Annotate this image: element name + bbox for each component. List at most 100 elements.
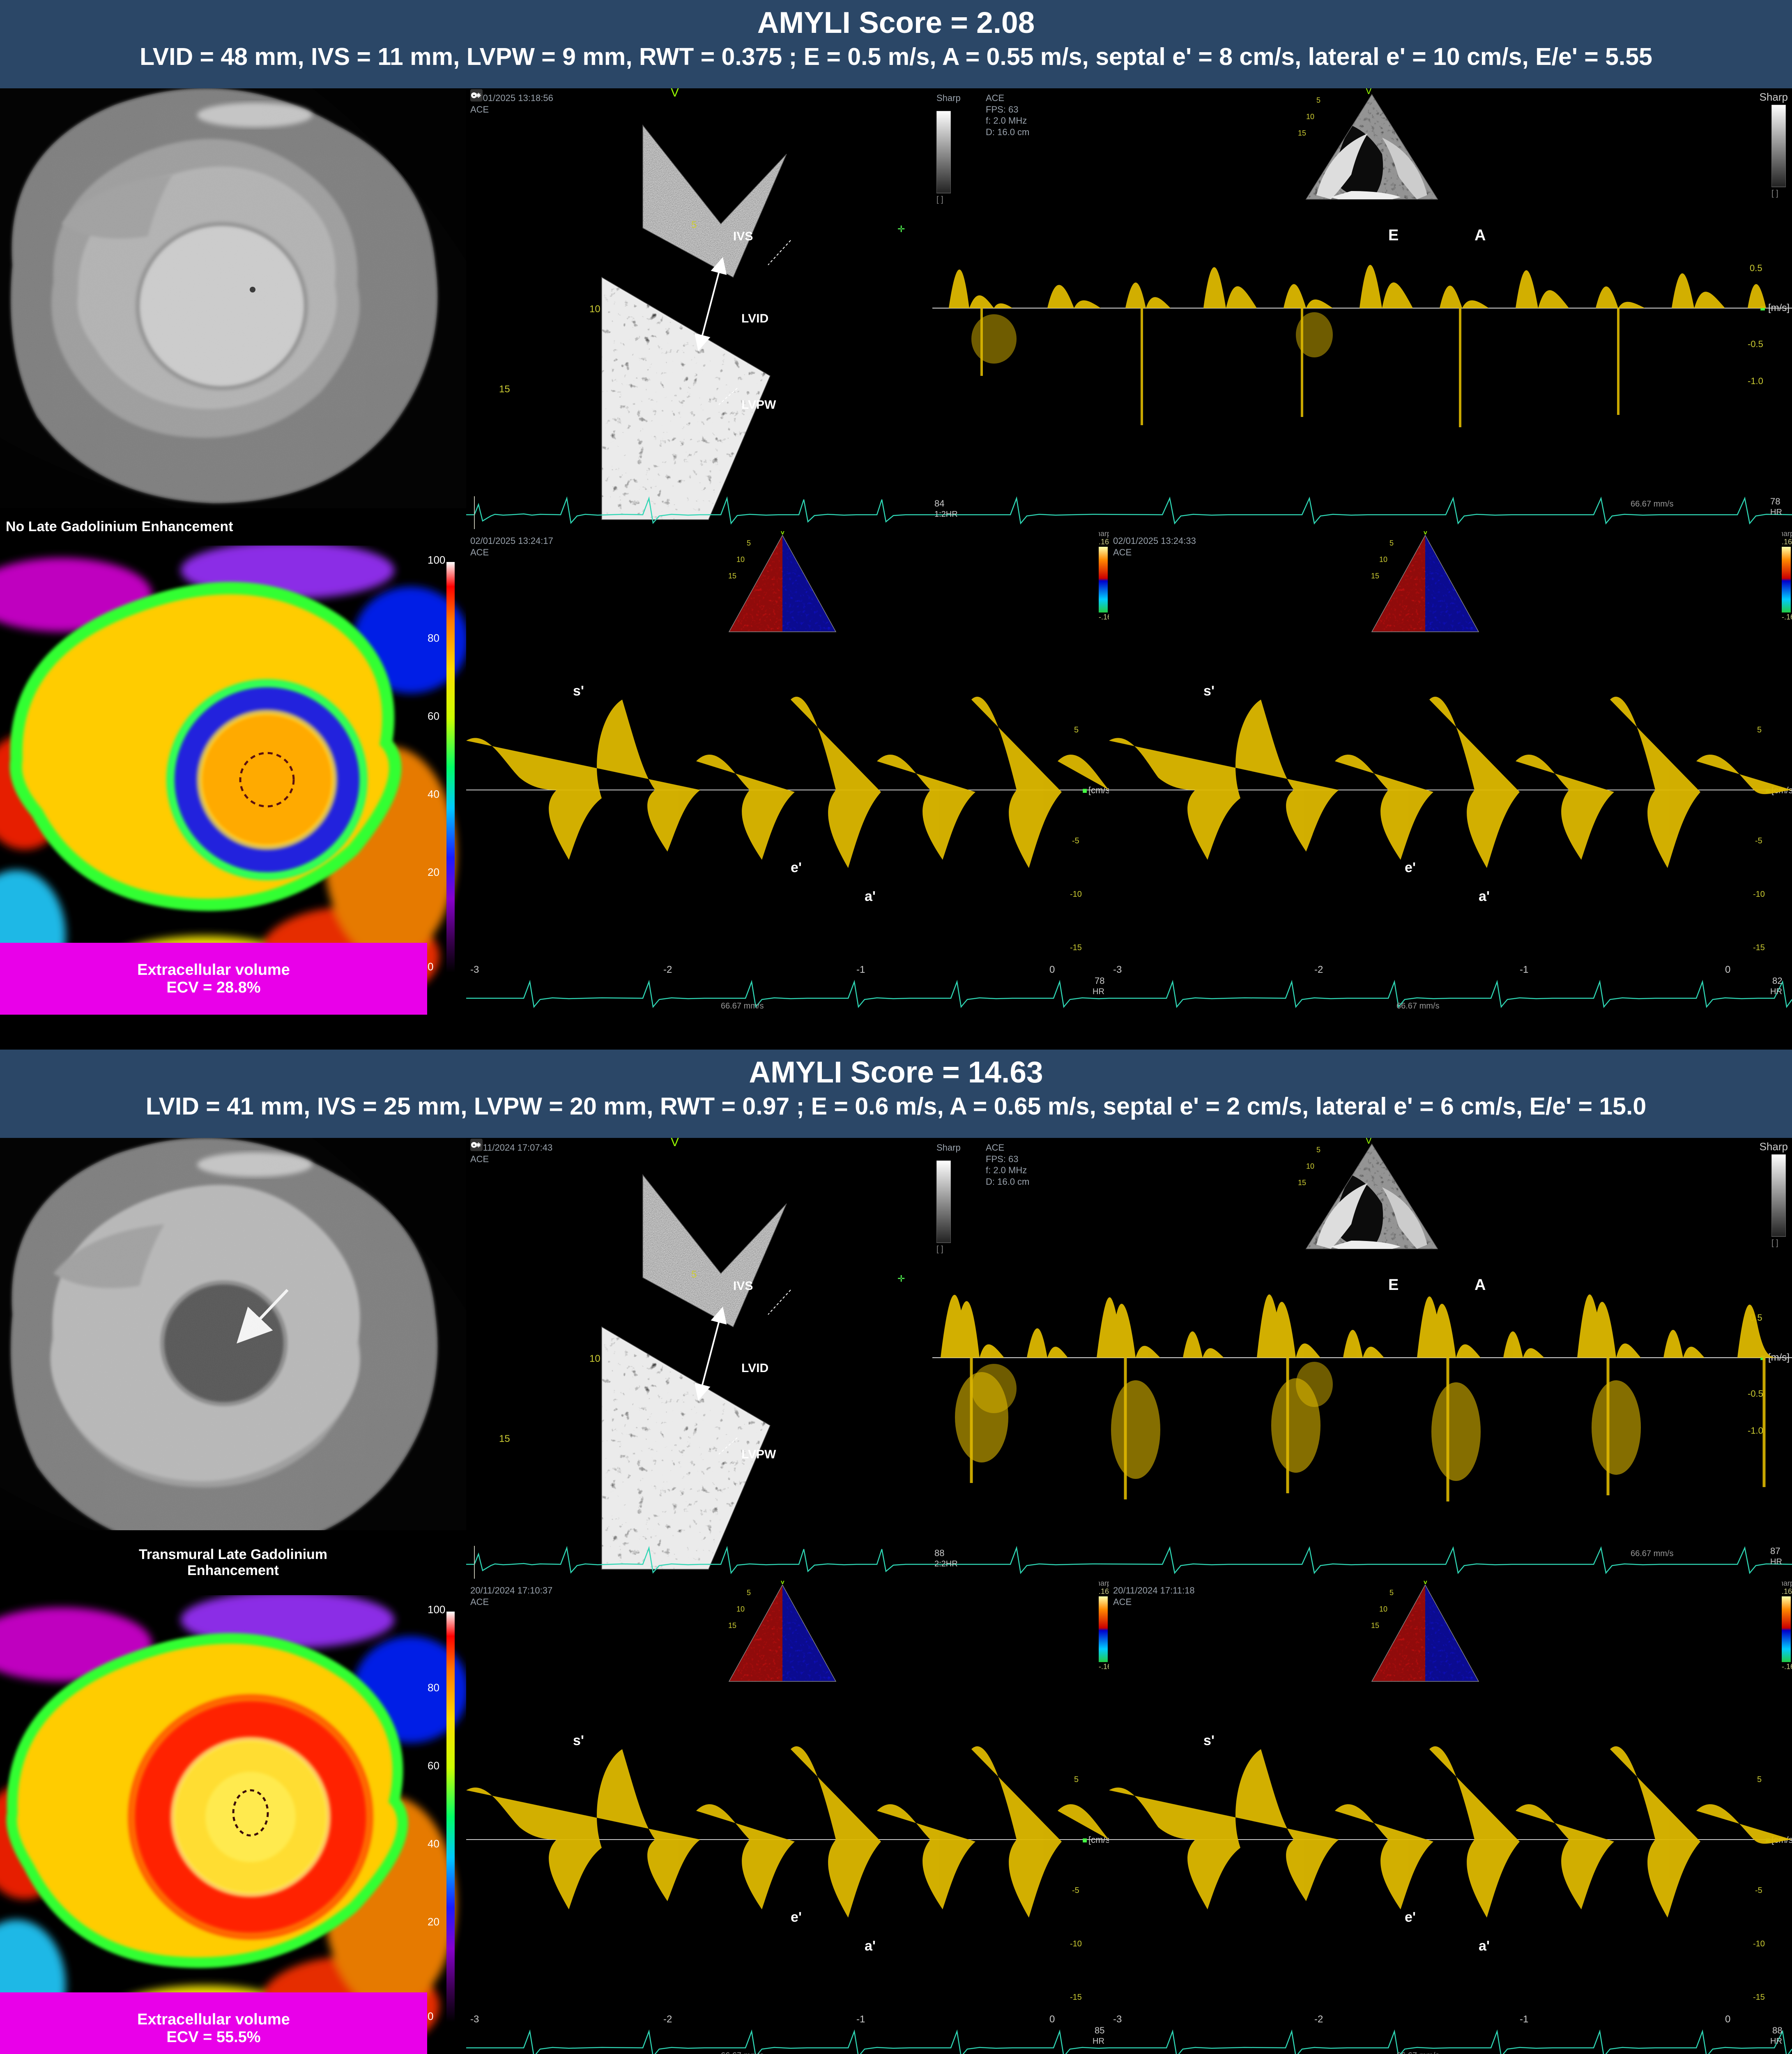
svg-text:-0.5: -0.5 <box>1748 339 1763 349</box>
svg-text:[ ]: [ ] <box>936 195 943 204</box>
svg-text:V: V <box>1366 1138 1372 1146</box>
svg-text:V: V <box>780 1581 786 1586</box>
svg-text:[ ]: [ ] <box>936 1245 943 1254</box>
svg-text:a': a' <box>1479 1938 1490 1954</box>
svg-text:E: E <box>1388 227 1399 244</box>
svg-text:-15: -15 <box>1753 943 1765 952</box>
svg-text:10: 10 <box>736 555 745 564</box>
svg-text:-1.0: -1.0 <box>1748 1425 1763 1436</box>
svg-text:66.67 mm/s: 66.67 mm/s <box>1631 500 1673 509</box>
svg-text:5: 5 <box>1316 96 1320 104</box>
svg-text:Sharp: Sharp <box>1782 531 1792 538</box>
svg-text:LVPW: LVPW <box>741 398 776 412</box>
svg-text:HR: HR <box>1770 987 1782 996</box>
svg-text:-.16: -.16 <box>1782 1663 1792 1671</box>
svg-text:-.16: -.16 <box>1099 1663 1109 1671</box>
svg-text:88: 88 <box>934 1548 944 1558</box>
svg-text:-.16: -.16 <box>1782 613 1792 621</box>
svg-text:LVID: LVID <box>741 1361 768 1375</box>
svg-text:10: 10 <box>1306 113 1314 121</box>
svg-text:15: 15 <box>728 572 736 580</box>
svg-text:5: 5 <box>691 1269 697 1280</box>
svg-text:66.67 mm/s: 66.67 mm/s <box>721 1002 764 1011</box>
svg-text:s': s' <box>1203 683 1215 699</box>
svg-text:5: 5 <box>1074 1775 1079 1784</box>
svg-text:IVS: IVS <box>733 1279 753 1293</box>
svg-text:-15: -15 <box>1753 1993 1765 2002</box>
svg-text:.16: .16 <box>1099 1587 1109 1596</box>
svg-text:-1.0: -1.0 <box>1748 376 1763 386</box>
svg-text:e': e' <box>791 860 802 875</box>
svg-text:15: 15 <box>1371 1621 1379 1630</box>
svg-text:V: V <box>671 1138 679 1149</box>
svg-text:10: 10 <box>589 1353 600 1364</box>
svg-text:V: V <box>780 531 786 537</box>
svg-text:[ ]: [ ] <box>1771 189 1778 198</box>
svg-text:E: E <box>1388 1276 1399 1294</box>
svg-text:a': a' <box>865 1938 876 1954</box>
svg-text:5: 5 <box>1757 725 1762 735</box>
svg-text:0.5: 0.5 <box>1750 263 1762 273</box>
svg-text:e': e' <box>791 1909 802 1925</box>
svg-text:.16: .16 <box>1099 538 1109 546</box>
svg-text:15: 15 <box>499 384 510 395</box>
svg-text:15: 15 <box>1298 1179 1306 1187</box>
svg-text:A: A <box>1475 227 1486 244</box>
svg-text:10: 10 <box>1379 1605 1387 1613</box>
svg-text:V: V <box>1366 88 1372 96</box>
svg-text:LVPW: LVPW <box>741 1448 776 1461</box>
svg-text:LVID: LVID <box>741 312 768 325</box>
svg-text:HR: HR <box>1770 1557 1782 1566</box>
svg-text:HR: HR <box>1770 508 1782 517</box>
svg-text:HR: HR <box>1093 987 1104 996</box>
svg-text:5: 5 <box>1757 1775 1762 1784</box>
svg-text:5: 5 <box>1316 1146 1320 1154</box>
svg-text:5: 5 <box>691 219 697 230</box>
svg-text:10: 10 <box>736 1605 745 1613</box>
svg-text:84: 84 <box>934 498 944 509</box>
svg-text:66.67 mm/s: 66.67 mm/s <box>1396 2051 1439 2054</box>
svg-text:e': e' <box>1405 860 1416 875</box>
svg-text:✛: ✛ <box>897 224 905 234</box>
svg-text:s': s' <box>1203 1733 1215 1748</box>
svg-text:82: 82 <box>1772 976 1782 986</box>
svg-text:.16: .16 <box>1782 538 1792 546</box>
svg-text:s': s' <box>573 1733 584 1748</box>
svg-text:V: V <box>1422 1581 1429 1586</box>
svg-text:a': a' <box>1479 889 1490 904</box>
svg-text:-10: -10 <box>1070 890 1082 899</box>
svg-text:-0.5: -0.5 <box>1748 1389 1763 1399</box>
svg-text:■: ■ <box>1082 786 1087 795</box>
svg-text:10: 10 <box>589 304 600 315</box>
svg-text:a': a' <box>865 889 876 904</box>
svg-text:Sharp: Sharp <box>1782 1581 1792 1587</box>
svg-text:A: A <box>1475 1276 1486 1294</box>
svg-text:V: V <box>1422 531 1429 537</box>
svg-text:10: 10 <box>1379 555 1387 564</box>
svg-text:5: 5 <box>747 539 751 547</box>
svg-text:V: V <box>671 88 679 99</box>
svg-text:10: 10 <box>1306 1162 1314 1170</box>
svg-text:5: 5 <box>1389 1589 1394 1597</box>
svg-text:s': s' <box>573 683 584 699</box>
svg-text:Sharp: Sharp <box>1099 1581 1109 1587</box>
svg-text:-5: -5 <box>1072 1886 1079 1895</box>
svg-text:2:2HR: 2:2HR <box>934 1559 958 1568</box>
svg-text:-5: -5 <box>1072 836 1079 845</box>
svg-text:85: 85 <box>1095 2025 1104 2036</box>
svg-text:-10: -10 <box>1753 890 1765 899</box>
svg-text:66.67 mm/s: 66.67 mm/s <box>1396 1002 1439 1011</box>
svg-text:87: 87 <box>1770 1546 1780 1556</box>
svg-text:88: 88 <box>1772 2025 1782 2036</box>
svg-text:1:2HR: 1:2HR <box>934 510 958 519</box>
svg-text:■: ■ <box>1082 1836 1087 1845</box>
svg-text:5: 5 <box>1389 539 1394 547</box>
svg-text:-10: -10 <box>1070 1939 1082 1948</box>
svg-text:15: 15 <box>1371 572 1379 580</box>
svg-text:HR: HR <box>1770 2037 1782 2046</box>
svg-text:-5: -5 <box>1755 836 1762 845</box>
svg-text:66.67 mm/s: 66.67 mm/s <box>721 2051 764 2054</box>
svg-text:15: 15 <box>499 1433 510 1444</box>
svg-text:.16: .16 <box>1782 1587 1792 1596</box>
svg-text:-10: -10 <box>1753 1939 1765 1948</box>
